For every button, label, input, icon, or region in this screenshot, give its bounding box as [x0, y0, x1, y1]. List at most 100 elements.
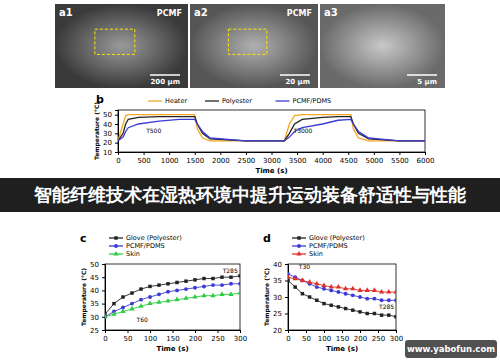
x-tick-label: 1000 [161, 157, 179, 165]
plot-data [288, 272, 396, 319]
x-tick-mark [144, 152, 145, 155]
x-tick-label: 3000 [263, 157, 281, 165]
y-tick-label: 50 [103, 111, 112, 119]
series-marker [293, 276, 298, 281]
y-tick-mark [115, 124, 118, 125]
series-marker [358, 310, 361, 313]
series-marker [373, 312, 376, 315]
sem-image: a3 5 μm [320, 4, 445, 88]
x-axis-line [289, 331, 397, 334]
y-tick: 30 [90, 314, 105, 322]
series-marker [148, 285, 151, 288]
x-tick: 150 [336, 330, 349, 343]
x-axis-title: Time (s) [255, 167, 287, 175]
series-marker [201, 293, 206, 298]
series-marker [184, 287, 188, 291]
y-axis-line [115, 111, 119, 153]
y-tick-label: 40 [103, 121, 112, 129]
x-axis: 050100150200250300 [286, 330, 403, 343]
y-tick-mark [102, 277, 105, 278]
legend-item: Glove (Polyester) [109, 234, 182, 242]
series-marker [365, 297, 369, 301]
x-tick: 1500 [186, 152, 204, 165]
series-marker [157, 283, 160, 286]
x-tick-mark [272, 152, 273, 155]
image-area [190, 4, 318, 88]
figure-root: a1PCMF200 μma2PCMF20 μma35 μm05001000150… [0, 0, 500, 362]
series-marker [307, 279, 312, 284]
series-marker [329, 288, 333, 292]
series-marker [229, 275, 232, 278]
y-tick-mark [115, 133, 118, 134]
x-tick-label: 3500 [289, 157, 307, 165]
series-marker [315, 285, 319, 289]
series-marker [387, 313, 390, 316]
series-marker [183, 295, 188, 300]
y-tick-mark [285, 281, 288, 282]
y-tick-label: 25 [90, 327, 99, 335]
series-marker [130, 302, 134, 306]
series-marker [322, 287, 326, 291]
series-marker [139, 287, 142, 290]
sem-image: a1PCMF200 μm [55, 4, 188, 88]
x-tick-mark [128, 330, 129, 333]
legend-marker [297, 236, 300, 239]
image-caption: PCMF [287, 9, 312, 18]
y-tick: 35 [90, 300, 105, 308]
x-tick-label: 5500 [391, 157, 409, 165]
series-marker [120, 308, 125, 313]
legend-swatch [276, 100, 290, 101]
image-caption: PCMF [157, 9, 182, 18]
legend-label: Glove (Polyester) [126, 234, 182, 242]
x-tick-mark [396, 330, 397, 333]
series-marker [174, 297, 179, 302]
x-tick: 0 [286, 330, 290, 343]
series-line [118, 117, 425, 141]
x-tick-label: 500 [137, 157, 150, 165]
series-marker [300, 277, 305, 282]
x-axis-title: Time (s) [156, 345, 188, 353]
legend-swatch [205, 100, 219, 101]
legend-item: Skin [109, 250, 140, 258]
series-marker [372, 287, 377, 292]
image-label: a1 [59, 7, 73, 18]
y-tick: 30 [103, 130, 118, 138]
x-tick: 100 [144, 330, 157, 343]
series-marker [394, 298, 396, 302]
series-marker [202, 284, 206, 288]
series-marker [210, 293, 215, 298]
x-tick-label: 250 [211, 335, 224, 343]
series-marker [394, 315, 396, 318]
series-marker [220, 275, 223, 278]
series-marker [193, 286, 197, 290]
series-marker [238, 282, 240, 286]
series-marker [202, 277, 205, 280]
y-tick: 25 [90, 327, 105, 335]
y-axis: 1020304050 [103, 111, 118, 157]
series-marker [229, 282, 233, 286]
scale-bar-label: 5 μm [417, 78, 437, 86]
series-marker [184, 279, 187, 282]
legend-label: PCMF/PDMS [309, 242, 348, 250]
series-marker [315, 299, 318, 302]
image-area [320, 4, 445, 88]
x-tick-label: 50 [124, 335, 133, 343]
y-tick: 20 [273, 327, 288, 335]
y-tick-label: 40 [273, 261, 282, 269]
legend-label: Polyester [222, 97, 252, 105]
series-marker [288, 279, 290, 282]
series-line [105, 284, 240, 317]
image-label: a2 [194, 7, 208, 18]
x-tick-mark [218, 330, 219, 333]
x-tick-label: 100 [144, 335, 157, 343]
x-tick-label: 0 [103, 335, 107, 343]
series-marker [193, 278, 196, 281]
sem-image: a2PCMF20 μm [190, 4, 318, 88]
x-tick-mark [425, 152, 426, 155]
series-marker [380, 313, 383, 316]
x-tick: 4500 [340, 152, 358, 165]
series-marker [220, 283, 224, 287]
image-label: a3 [324, 7, 338, 18]
banner: 智能纤维技术在湿热环境中提升运动装备舒适性与性能 [0, 178, 500, 212]
legend-item: PCMF/PDMS [276, 97, 332, 105]
